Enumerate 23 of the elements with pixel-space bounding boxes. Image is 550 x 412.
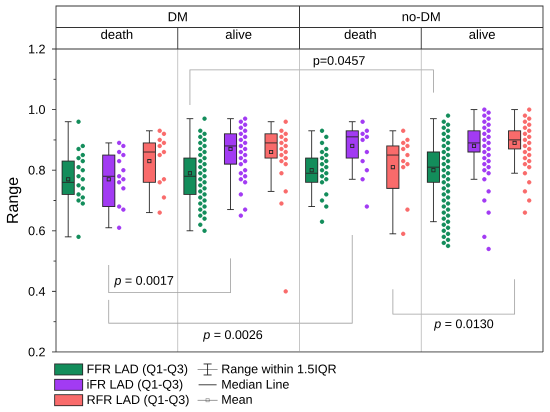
text: Median Line: [222, 380, 289, 389]
annotation: p=0.0457: [314, 56, 365, 68]
legend-label: FFR LAD (Q1-Q3): [88, 364, 188, 376]
chart-title: no-DM: [402, 12, 440, 22]
annotation: p = 0.0017: [114, 276, 174, 288]
legend-label: RFR LAD (Q1-Q3): [88, 394, 189, 407]
x-tick-label: alive: [469, 29, 495, 40]
y-axis-title: Range: [6, 178, 22, 223]
annotation: p = 0.0026: [203, 330, 262, 342]
x-tick-label: alive: [226, 29, 252, 40]
y-tick-label: 0.8: [28, 166, 45, 175]
y-tick-label: 0.2: [28, 348, 45, 356]
annotation: p = 0.0130: [434, 319, 494, 331]
text: Mean: [222, 395, 252, 404]
y-tick-label: 0.4: [28, 286, 46, 296]
text: Range within 1.5IQR: [222, 364, 336, 376]
y-tick-label: 0.6: [28, 226, 45, 236]
legend-label: iFR LAD (Q1-Q3): [87, 380, 182, 392]
x-tick-label: death: [101, 29, 132, 40]
x-tick-label: death: [344, 29, 376, 40]
y-tick-label: 1.0: [29, 105, 45, 114]
y-tick-label: 1.2: [29, 44, 45, 54]
chart-title: DM: [168, 12, 187, 22]
